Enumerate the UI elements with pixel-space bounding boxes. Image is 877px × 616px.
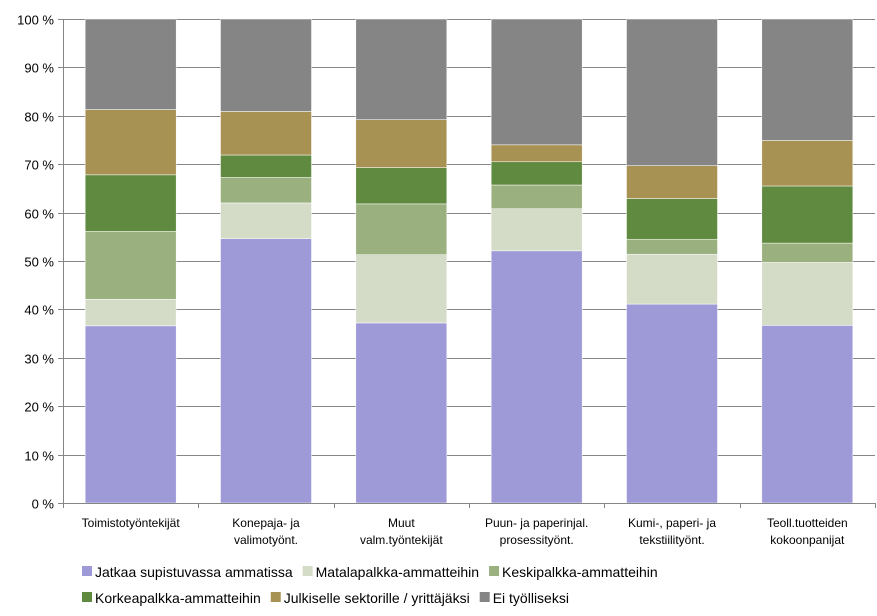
bar-segment <box>84 231 177 300</box>
bar-segment <box>84 298 177 327</box>
bar-segment <box>220 177 312 204</box>
x-category-label: tekstiilityönt. <box>639 533 704 547</box>
bar-segment <box>626 238 718 255</box>
bar-segment <box>220 18 312 112</box>
bar-segment <box>355 254 448 324</box>
bar-segment <box>355 203 448 255</box>
x-category-label: valimotyönt. <box>234 533 298 547</box>
grid-layer <box>63 19 875 456</box>
legend-swatch <box>302 566 313 576</box>
bar-segment <box>84 18 177 110</box>
x-category-label: prosessityönt. <box>500 533 574 547</box>
y-tick-label: 40 % <box>24 303 54 318</box>
bar-segment <box>490 250 583 504</box>
y-tick-label: 100 % <box>17 13 54 28</box>
y-tick-label: 90 % <box>24 61 54 76</box>
bar-segment <box>626 253 718 305</box>
bar-segment <box>626 198 718 240</box>
legend-swatch <box>82 592 92 602</box>
legend-label: Jatkaa supistuvassa ammatissa <box>95 564 293 580</box>
bar-segment <box>84 325 177 504</box>
bar-segment <box>355 119 448 168</box>
bar-segment <box>761 18 854 141</box>
y-tick-label: 60 % <box>24 207 54 222</box>
bar-segment <box>761 262 854 326</box>
x-category-label: Muut <box>388 516 415 530</box>
y-tick-label: 0 % <box>32 497 55 512</box>
bar-layer <box>84 18 854 504</box>
axis-layer <box>58 19 876 508</box>
y-tick-label: 30 % <box>24 352 54 367</box>
label-layer: 0 % 10 % 20 % 30 % 40 % 50 % 60 % 70 % 80 % 90 % 1… <box>17 13 848 548</box>
x-category-label: valm.työntekijät <box>360 533 443 547</box>
legend-swatch <box>270 592 281 602</box>
bar-segment <box>490 144 583 163</box>
bar-segment <box>761 325 854 504</box>
legend-label: Matalapalkka-ammatteihin <box>316 564 479 580</box>
x-category-label: Teoll.tuotteiden <box>767 516 848 530</box>
bar-segment <box>490 184 583 209</box>
x-category-label: Toimistotyöntekijät <box>82 516 181 530</box>
y-tick-label: 80 % <box>24 110 54 125</box>
bar-segment <box>626 165 718 199</box>
bar-segment <box>490 161 583 186</box>
bar-segment <box>761 242 854 263</box>
x-category-label: Puun- ja paperinjal. <box>485 516 588 530</box>
y-tick-label: 20 % <box>24 400 54 415</box>
bar-segment <box>355 322 448 504</box>
bar-segment <box>84 109 177 176</box>
bar-segment <box>761 140 854 187</box>
bar-segment <box>355 167 448 205</box>
y-tick-label: 50 % <box>24 255 54 270</box>
bar-segment <box>220 111 312 156</box>
x-category-label: kokoonpanijat <box>770 533 845 547</box>
legend-label: Ei työlliseksi <box>493 590 569 606</box>
y-tick-label: 70 % <box>24 158 54 173</box>
bar-segment <box>490 208 583 252</box>
bar-segment <box>220 238 312 504</box>
bar-segment <box>490 18 583 146</box>
bar-segment <box>220 202 312 239</box>
legend-swatch <box>82 566 92 576</box>
legend-label: Korkeapalkka-ammatteihin <box>95 590 261 606</box>
bar-segment <box>84 174 177 232</box>
x-category-label: Kumi-, paperi- ja <box>628 516 716 530</box>
bar-segment <box>761 185 854 244</box>
legend-label: Julkiselle sektorille / yrittäjäksi <box>284 590 470 606</box>
legend-swatch <box>479 592 490 602</box>
legend: Jatkaa supistuvassa ammatissa Matalapalkk… <box>82 564 658 606</box>
bar-segment <box>626 303 718 504</box>
y-tick-label: 10 % <box>24 449 54 464</box>
legend-swatch <box>489 566 500 576</box>
x-category-label: Konepaja- ja <box>232 516 300 530</box>
bar-segment <box>220 154 312 178</box>
bar-segment <box>626 18 718 166</box>
bar-segment <box>355 18 448 120</box>
legend-label: Keskipalkka-ammatteihin <box>502 564 658 580</box>
